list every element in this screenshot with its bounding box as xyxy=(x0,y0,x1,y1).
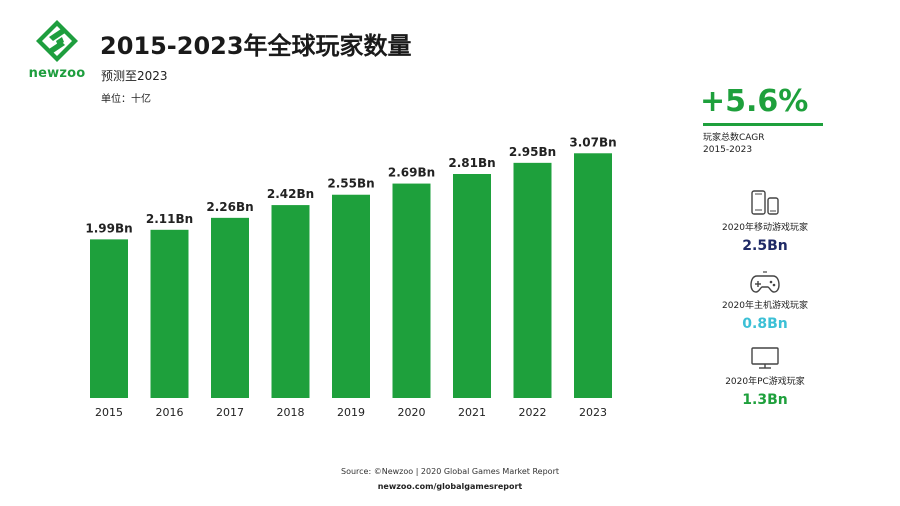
data-label-2018: 2.42Bn xyxy=(267,187,314,201)
source-text: Source: ©Newzoo | 2020 Global Games Mark… xyxy=(341,467,559,476)
x-tick-2019: 2019 xyxy=(337,406,365,419)
x-tick-2017: 2017 xyxy=(216,406,244,419)
stat-pc-label: 2020年PC游戏玩家 xyxy=(725,377,805,387)
x-tick-2023: 2023 xyxy=(579,406,607,419)
bar-2023 xyxy=(574,153,612,398)
data-label-2019: 2.55Bn xyxy=(327,177,374,191)
bar-chart: 1.99Bn 2015 2.11Bn 2016 2.26Bn 2017 2.42Bn 2018… xyxy=(85,135,616,419)
source-link[interactable]: newzoo.com/globalgamesreport xyxy=(377,482,523,491)
data-label-2016: 2.11Bn xyxy=(146,212,193,226)
monitor-icon xyxy=(751,347,779,369)
page-title: 2015-2023年全球玩家数量 xyxy=(100,32,412,60)
mobile-icon xyxy=(751,190,779,215)
cagr-label-block: 玩家总数CAGR 2015-2023 xyxy=(703,132,765,156)
logo-text: newzoo xyxy=(28,66,86,81)
bar-2019 xyxy=(332,194,370,398)
stat-console-value: 0.8Bn xyxy=(742,316,788,332)
bar-2016 xyxy=(150,229,189,398)
newzoo-logo: newzoo xyxy=(22,18,92,81)
unit-label: 单位：十亿 xyxy=(101,94,151,105)
cagr-period: 2015-2023 xyxy=(703,145,753,155)
bar-2021 xyxy=(453,174,491,398)
stat-mobile: 2020年移动游戏玩家 2.5Bn xyxy=(700,190,830,254)
bar-2020 xyxy=(392,183,431,398)
data-label-2022: 2.95Bn xyxy=(509,145,556,159)
data-label-2021: 2.81Bn xyxy=(448,156,495,170)
stat-mobile-value: 2.5Bn xyxy=(742,238,788,254)
stat-mobile-label: 2020年移动游戏玩家 xyxy=(722,223,808,233)
data-label-2015: 1.99Bn xyxy=(85,221,132,235)
x-tick-2015: 2015 xyxy=(95,406,123,419)
bar-2018 xyxy=(271,205,310,398)
stat-pc-value: 1.3Bn xyxy=(742,392,788,408)
data-label-2020: 2.69Bn xyxy=(388,166,435,180)
cagr-underline xyxy=(703,123,823,126)
gamepad-icon xyxy=(750,271,780,293)
data-label-2017: 2.26Bn xyxy=(206,200,253,214)
stat-console: 2020年主机游戏玩家 0.8Bn xyxy=(700,270,830,332)
newzoo-logo-icon xyxy=(36,20,78,62)
cagr-value: +5.6% xyxy=(700,84,809,119)
x-tick-2016: 2016 xyxy=(156,406,184,419)
bar-2015 xyxy=(90,239,128,398)
cagr-label: 玩家总数CAGR xyxy=(703,133,765,143)
stat-console-label: 2020年主机游戏玩家 xyxy=(722,301,808,311)
bar-2017 xyxy=(211,217,249,398)
page-subtitle: 预测至2023 xyxy=(101,69,168,83)
x-tick-2018: 2018 xyxy=(277,406,305,419)
bar-2022 xyxy=(513,162,552,398)
stat-pc: 2020年PC游戏玩家 1.3Bn xyxy=(700,346,830,408)
x-tick-2021: 2021 xyxy=(458,406,486,419)
data-label-2023: 3.07Bn xyxy=(569,135,616,149)
x-tick-2022: 2022 xyxy=(519,406,547,419)
x-tick-2020: 2020 xyxy=(398,406,426,419)
